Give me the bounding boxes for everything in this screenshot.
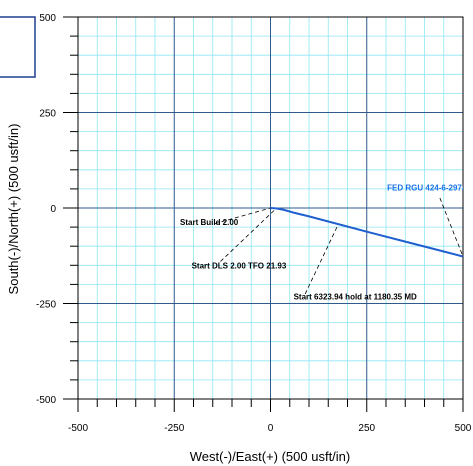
annotation-label: Start Build 2.00	[180, 218, 239, 227]
axis-ticks	[63, 16, 464, 412]
x-tick-label: 500	[455, 423, 472, 434]
x-tick-label: 0	[268, 423, 274, 434]
well-path-line	[270, 207, 463, 258]
y-tick-label: 250	[39, 109, 56, 120]
series-label: FED RGU 424-6-297/PH	[387, 183, 473, 192]
y-tick-label: -500	[36, 395, 56, 406]
x-tick-label: -250	[164, 423, 184, 434]
series-layer	[270, 207, 463, 258]
annotation-leader	[220, 208, 277, 262]
y-tick-label: 0	[50, 204, 56, 215]
annotation-leader	[214, 207, 271, 225]
annotation-leaders	[214, 197, 463, 295]
y-tick-labels: 500 250 0 -250 -500	[36, 13, 56, 406]
y-axis-title: South(-)/North(+) (500 usft/in)	[6, 124, 21, 295]
y-tick-label: 500	[39, 13, 56, 24]
legend-box-fragment	[0, 16, 36, 78]
annotation-labels: Start Build 2.00 Start DLS 2.00 TFO 21.93…	[180, 183, 473, 302]
annotation-label: Start DLS 2.00 TFO 21.93	[192, 262, 287, 271]
x-tick-label: 250	[358, 423, 375, 434]
series-label-leader	[439, 197, 463, 257]
y-tick-label: -250	[36, 300, 56, 311]
annotation-label: Start 6323.94 hold at 1180.35 MD	[294, 293, 417, 302]
annotation-leader	[304, 225, 339, 295]
x-tick-label: -500	[68, 423, 88, 434]
x-axis-title: West(-)/East(+) (500 usft/in)	[190, 449, 351, 464]
x-tick-labels: -500 -250 0 250 500	[68, 423, 472, 434]
